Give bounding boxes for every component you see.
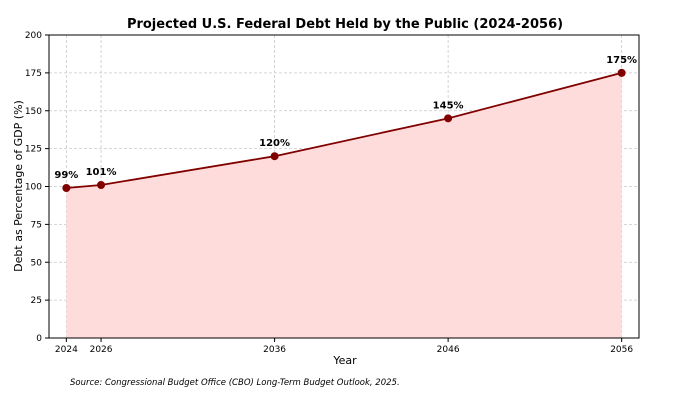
- y-tick-label: 50: [31, 258, 43, 268]
- data-labels: 99% 101% 120% 145% 175%: [54, 55, 637, 181]
- area-fill-shape: [66, 72, 622, 338]
- x-axis-label: Year: [332, 354, 357, 367]
- x-tick-label: 2036: [263, 345, 286, 355]
- data-label: 120%: [259, 138, 290, 149]
- chart-title: Projected U.S. Federal Debt Held by the …: [127, 17, 563, 32]
- area-fill: [66, 72, 622, 338]
- data-label: 101%: [86, 167, 117, 178]
- data-point: [617, 68, 626, 77]
- y-tick-label: 75: [31, 220, 42, 230]
- x-tick-label: 2024: [55, 345, 78, 355]
- data-point: [97, 180, 106, 189]
- data-label: 145%: [433, 100, 464, 111]
- y-tick-label: 100: [25, 183, 42, 193]
- y-tick-label: 200: [25, 31, 42, 41]
- y-axis-label: Debt as Percentage of GDP (%): [12, 100, 25, 272]
- data-point: [270, 152, 279, 161]
- data-label: 99%: [54, 170, 78, 181]
- x-axis: 2024 2026 2036 2046 2056: [55, 338, 633, 355]
- y-tick-label: 125: [25, 145, 42, 155]
- series: [62, 68, 626, 193]
- data-point: [62, 184, 71, 193]
- data-label: 175%: [606, 55, 637, 66]
- y-tick-label: 175: [25, 69, 42, 79]
- y-tick-label: 25: [31, 296, 42, 306]
- source-note: Source: Congressional Budget Office (CBO…: [70, 378, 400, 388]
- x-tick-label: 2056: [610, 345, 633, 355]
- y-tick-label: 150: [25, 107, 42, 117]
- x-tick-label: 2046: [437, 345, 460, 355]
- data-point: [444, 114, 453, 123]
- x-tick-label: 2026: [90, 345, 113, 355]
- y-tick-label: 0: [36, 334, 42, 344]
- y-axis: 0 25 50 75 100 125 150 175 200: [25, 31, 49, 344]
